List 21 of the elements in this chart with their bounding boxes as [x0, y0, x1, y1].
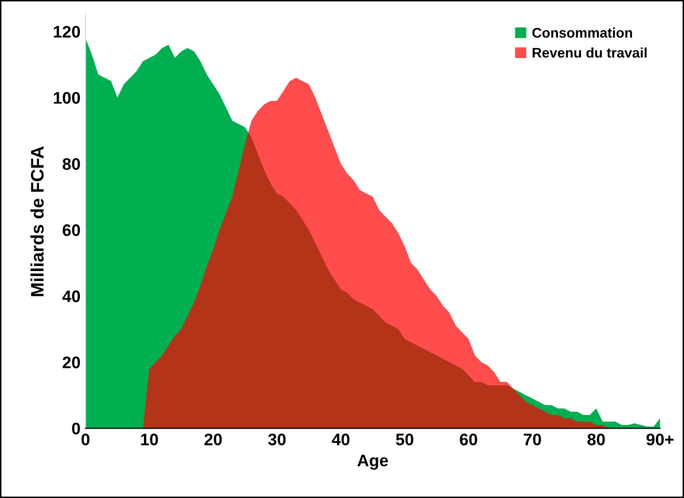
y-tick-label: 0 — [72, 422, 80, 434]
x-tick-label: 20 — [204, 434, 222, 446]
x-tick-label: 0 — [82, 434, 90, 446]
x-tick-label: 90+ — [646, 434, 674, 446]
legend-label: Revenu du travail — [532, 47, 647, 58]
x-tick-label: 80 — [587, 434, 605, 446]
y-tick-label: 60 — [62, 224, 80, 236]
x-tick-label: 50 — [396, 434, 414, 446]
x-tick-label: 60 — [460, 434, 478, 446]
y-axis-title: Milliards de FCFA — [30, 146, 44, 296]
y-tick-label: 80 — [62, 158, 80, 170]
x-tick-label: 30 — [268, 434, 286, 446]
y-tick-label: 20 — [62, 356, 80, 368]
x-tick-label: 70 — [524, 434, 541, 446]
x-axis-title: Age — [357, 454, 388, 470]
x-tick-label: 40 — [332, 434, 350, 446]
y-tick-label: 40 — [62, 290, 80, 302]
y-tick-label: 100 — [54, 92, 80, 104]
legend-label: Consommation — [532, 28, 632, 38]
y-tick-label: 120 — [54, 26, 80, 38]
x-tick-label: 10 — [141, 434, 158, 446]
